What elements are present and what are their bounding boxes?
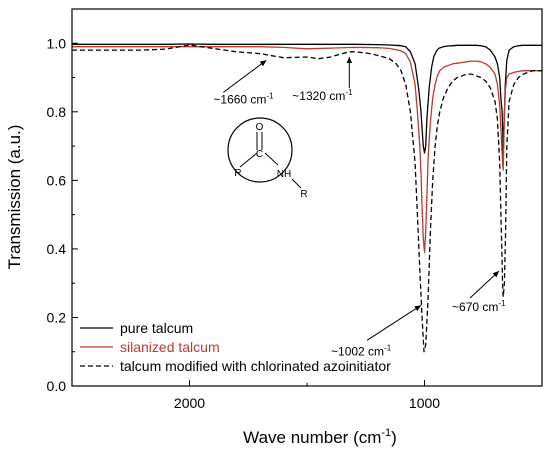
bond-n-r: [291, 178, 302, 189]
bond-c-r: [239, 152, 258, 168]
y-tick-label: 1.0: [47, 35, 67, 51]
bond-c-n: [264, 152, 279, 166]
series-layer: [72, 43, 542, 353]
y-tick-label: 0.6: [47, 172, 67, 188]
y-tick-label: 0.4: [47, 241, 67, 257]
series-line-1: [72, 46, 542, 253]
annotation-label: ~1320 cm-1: [292, 88, 353, 103]
inset-circle: [227, 117, 293, 183]
x-tick-label: 2000: [174, 395, 205, 411]
annotation-arrow: [469, 270, 500, 299]
annotations-layer: ~1660 cm-1 ~1320 cm-1 ~1002 cm-1 ~670 cm-1: [213, 56, 506, 358]
y-tick-label: 0.8: [47, 104, 67, 120]
legend-label-silanized-talcum: silanized talcum: [120, 339, 220, 355]
atom-o: O: [256, 122, 264, 133]
x-axis-label-unit-exponent: -1: [381, 427, 391, 439]
annotation-arrow: [366, 304, 422, 341]
legend: pure talcum silanized talcum talcum modi…: [80, 320, 391, 374]
amide-structure-inset: O C NH R R: [227, 117, 308, 200]
legend-label-modified-talcum: talcum modified with chlorinated azoinit…: [120, 358, 391, 374]
atom-r-left: R: [234, 168, 241, 179]
x-tick-label: 1000: [409, 395, 440, 411]
annotation-label: ~1660 cm-1: [213, 91, 274, 106]
atom-r-right: R: [300, 189, 307, 200]
annotation-label: ~1002 cm-1: [331, 343, 392, 358]
x-axis-label: Wave number (cm-1): [243, 427, 397, 447]
series-line-2: [72, 44, 542, 353]
atom-nh: NH: [277, 169, 291, 180]
annotation-arrow: [223, 59, 267, 93]
legend-label-pure-talcum: pure talcum: [120, 320, 193, 336]
ticks-layer: 0.0 0.2 0.4 0.6 0.8 1.0 2000 1000: [47, 8, 543, 411]
y-tick-label: 0.2: [47, 309, 67, 325]
atom-c: C: [256, 149, 263, 160]
annotation-label: ~670 cm-1: [452, 299, 506, 314]
y-tick-label: 0.0: [47, 378, 67, 394]
y-axis-label: Transmission (a.u.): [5, 125, 24, 270]
